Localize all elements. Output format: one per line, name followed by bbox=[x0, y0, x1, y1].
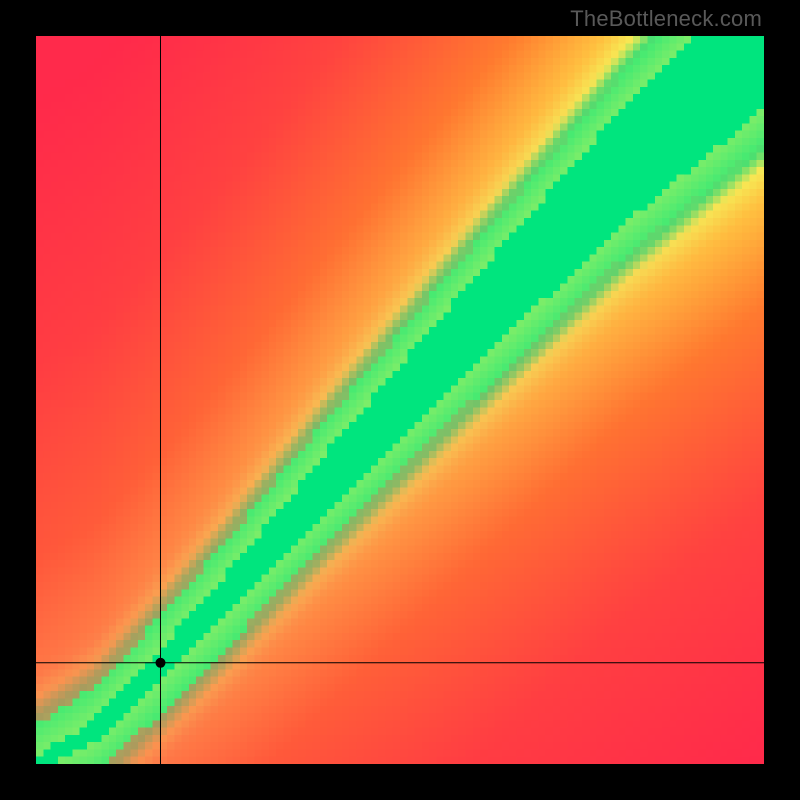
plot-area bbox=[36, 36, 764, 764]
crosshair-overlay bbox=[36, 36, 764, 764]
outer-frame: TheBottleneck.com bbox=[0, 0, 800, 800]
watermark-text: TheBottleneck.com bbox=[570, 6, 762, 32]
crosshair-point bbox=[155, 658, 165, 668]
